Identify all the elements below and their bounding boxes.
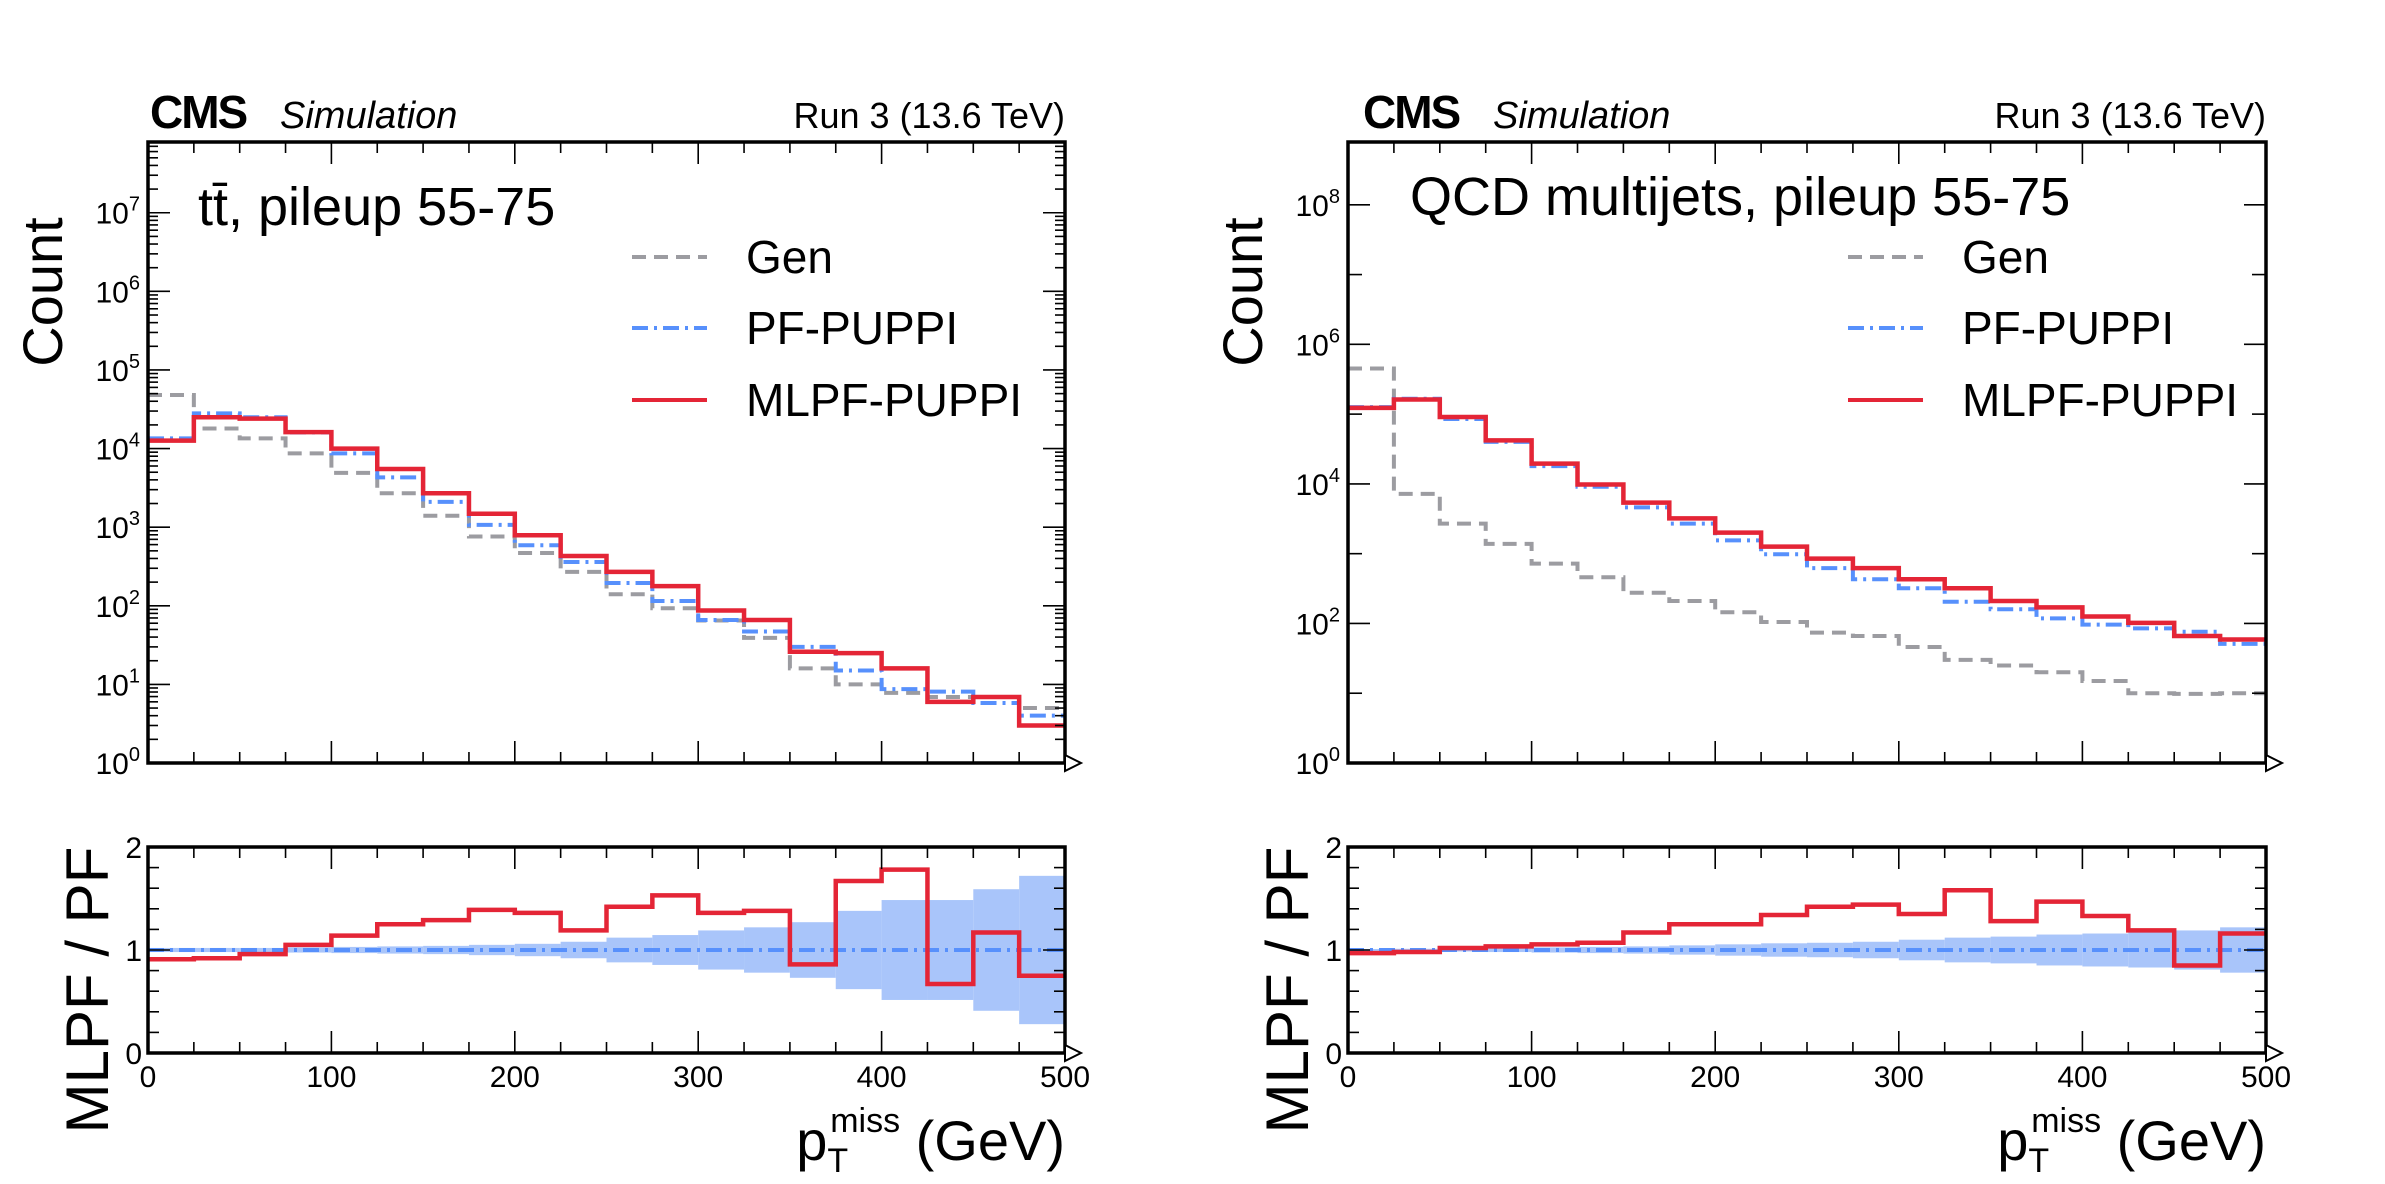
cms-label: CMS bbox=[150, 86, 247, 138]
legend-label-mlpf-puppi: MLPF-PUPPI bbox=[746, 374, 1022, 426]
x-tick-label: 200 bbox=[1690, 1061, 1740, 1094]
mlpf-ratio-histogram bbox=[1348, 888, 2266, 968]
panel-left: CMS Simulation Run 3 (13.6 TeV) 0 100 200 300 4… bbox=[11, 86, 1090, 1180]
y-tick-label: 100 bbox=[96, 744, 141, 781]
ratio-y-axis-label: MLPF / PF bbox=[1254, 847, 1321, 1134]
pf-uncertainty-band-bin bbox=[1807, 942, 1853, 958]
x-tick-label: 100 bbox=[1507, 1061, 1557, 1094]
ratio-y-tick-label: 1 bbox=[125, 935, 142, 968]
simulation-label: Simulation bbox=[280, 95, 457, 137]
mlpf-ratio-histogram bbox=[148, 867, 1065, 987]
x-tick-label: 400 bbox=[857, 1061, 907, 1094]
y-tick-label: 104 bbox=[96, 430, 141, 467]
x-tick-label: 200 bbox=[490, 1061, 540, 1094]
legend-label-gen: Gen bbox=[1962, 231, 2049, 283]
x-axis-label: pTmiss (GeV) bbox=[1997, 1102, 2266, 1180]
overflow-arrow-icon bbox=[2265, 753, 2285, 773]
run-label: Run 3 (13.6 TeV) bbox=[794, 95, 1066, 136]
y-tick-label: 108 bbox=[1296, 186, 1341, 223]
legend-label-mlpf-puppi: MLPF-PUPPI bbox=[1962, 374, 2238, 426]
x-tick-label: 500 bbox=[1040, 1061, 1090, 1094]
main-plot-frame bbox=[1346, 140, 2268, 765]
x-tick-label: 500 bbox=[2241, 1061, 2291, 1094]
overflow-arrow-icon bbox=[1064, 753, 1084, 773]
overflow-arrow-icon bbox=[2265, 1043, 2285, 1063]
simulation-label: Simulation bbox=[1493, 95, 1670, 137]
x-axis-label: pTmiss (GeV) bbox=[796, 1102, 1065, 1180]
x-tick-label: 300 bbox=[1874, 1061, 1924, 1094]
ratio-y-tick-label: 2 bbox=[125, 832, 142, 865]
pf-uncertainty-band-bin bbox=[1623, 946, 1670, 954]
y-tick-label: 106 bbox=[96, 272, 141, 309]
pf-uncertainty-band-bin bbox=[514, 943, 561, 957]
histogram-gen bbox=[148, 393, 1065, 711]
histogram-gen bbox=[1348, 366, 2266, 696]
pf-uncertainty-band-bin bbox=[1715, 944, 1762, 956]
ratio-y-axis-label: MLPF / PF bbox=[54, 847, 121, 1134]
x-tick-label: 400 bbox=[2057, 1061, 2107, 1094]
ratio-y-tick-label: 0 bbox=[125, 1038, 142, 1071]
y-tick-label: 102 bbox=[1296, 604, 1341, 641]
y-tick-label: 101 bbox=[96, 665, 141, 702]
histogram-mlpf-puppi bbox=[148, 415, 1065, 728]
y-tick-label: 103 bbox=[96, 508, 141, 545]
histogram-mlpf-puppi bbox=[1348, 397, 2266, 642]
y-axis-label: Count bbox=[11, 217, 74, 367]
y-tick-label: 107 bbox=[96, 194, 141, 231]
legend-label-pf-puppi: PF-PUPPI bbox=[1962, 302, 2174, 354]
y-tick-label: 100 bbox=[1296, 744, 1341, 781]
pf-uncertainty-band-bin bbox=[331, 946, 378, 954]
ratio-y-tick-label: 2 bbox=[1325, 832, 1342, 865]
cms-label: CMS bbox=[1363, 86, 1460, 138]
pf-uncertainty-band-bin bbox=[1531, 947, 1578, 953]
ratio-y-tick-label: 0 bbox=[1325, 1038, 1342, 1071]
legend-label-pf-puppi: PF-PUPPI bbox=[746, 302, 958, 354]
x-tick-label: 300 bbox=[673, 1061, 723, 1094]
run-label: Run 3 (13.6 TeV) bbox=[1995, 95, 2267, 136]
y-tick-label: 102 bbox=[96, 587, 141, 624]
x-tick-label: 100 bbox=[306, 1061, 356, 1094]
process-label: tt̄, pileup 55-75 bbox=[198, 177, 555, 237]
x-tick-label: 0 bbox=[1340, 1061, 1357, 1094]
y-tick-label: 106 bbox=[1296, 325, 1341, 362]
panel-right: CMS Simulation Run 3 (13.6 TeV) 0 100 200 300 4… bbox=[1211, 86, 2291, 1180]
y-axis-label: Count bbox=[1211, 217, 1274, 367]
process-label: QCD multijets, pileup 55-75 bbox=[1410, 167, 2070, 227]
ratio-y-tick-label: 1 bbox=[1325, 935, 1342, 968]
overflow-arrow-icon bbox=[1064, 1043, 1084, 1063]
y-tick-label: 105 bbox=[96, 351, 141, 388]
histogram-pf-puppi bbox=[1348, 396, 2266, 646]
pf-uncertainty-band-bin bbox=[423, 945, 469, 955]
x-tick-label: 0 bbox=[140, 1061, 157, 1094]
y-tick-label: 104 bbox=[1296, 465, 1341, 502]
legend-label-gen: Gen bbox=[746, 231, 833, 283]
pf-uncertainty-band-bin bbox=[239, 947, 286, 953]
